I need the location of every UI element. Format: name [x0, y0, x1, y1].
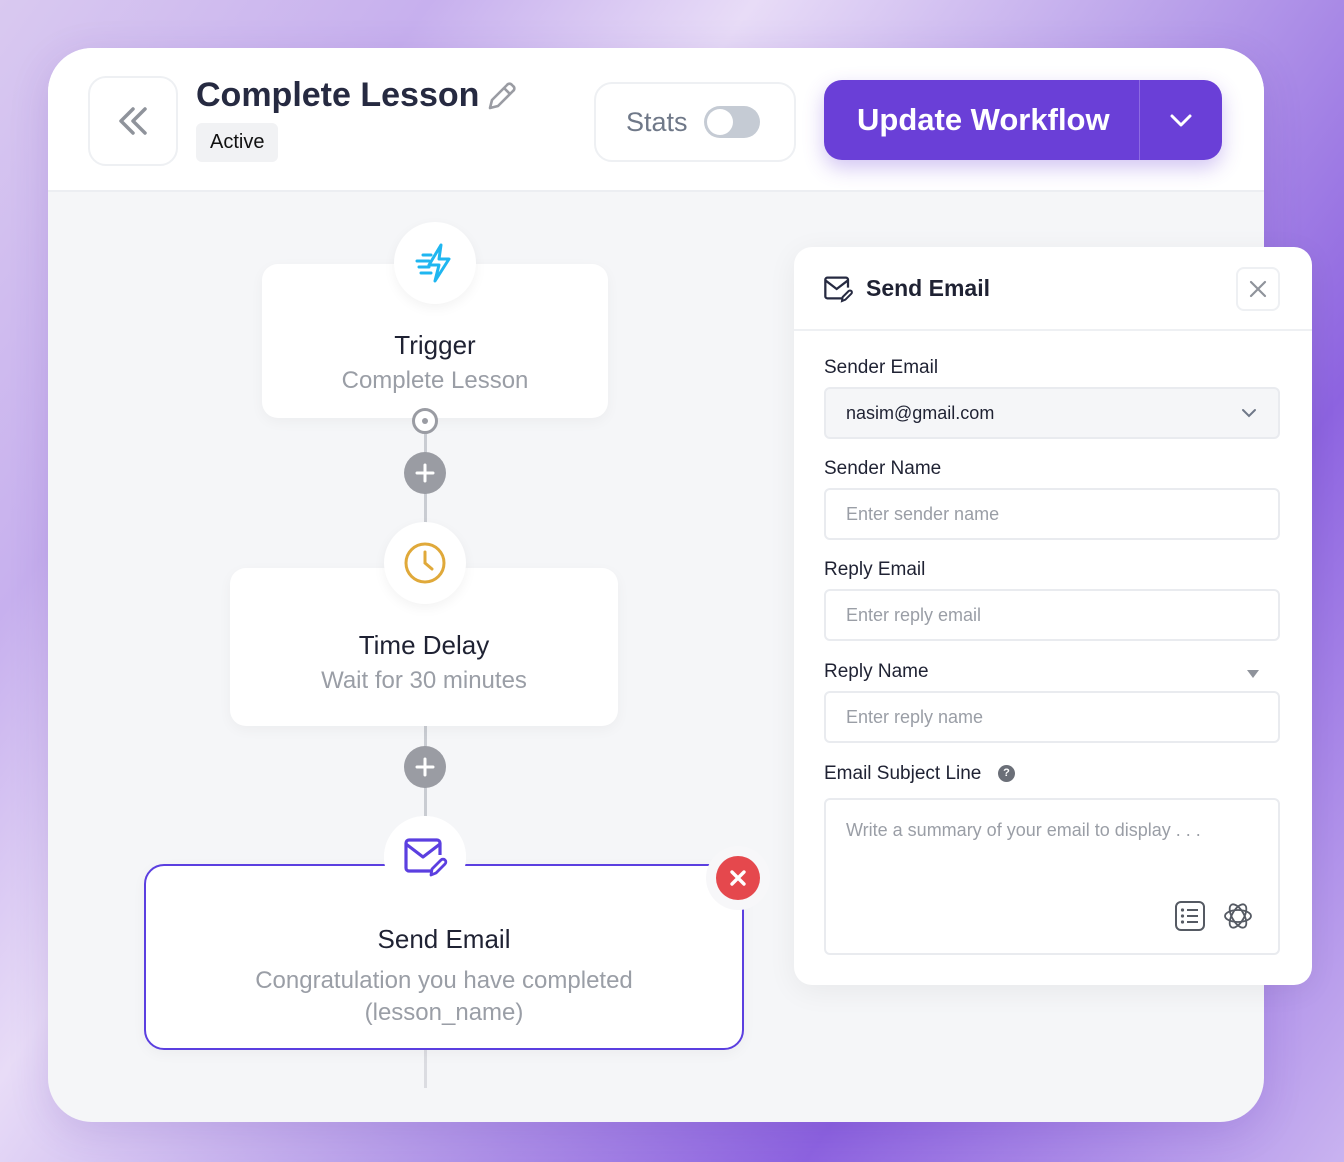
delay-icon-badge — [384, 522, 466, 604]
node-subtitle: (lesson_name) — [364, 999, 524, 1026]
lightning-icon — [415, 243, 451, 283]
list-icon[interactable] — [1174, 900, 1206, 932]
status-badge: Active — [196, 123, 279, 162]
reply-email-label: Reply Email — [824, 559, 926, 580]
reply-email-input[interactable]: Enter reply email — [824, 589, 1280, 641]
toggle-switch[interactable] — [703, 106, 760, 138]
openai-icon[interactable] — [1222, 900, 1254, 932]
caret-down-icon[interactable] — [1246, 669, 1260, 679]
chevron-down-icon — [1170, 114, 1192, 127]
sender-email-label: Sender Email — [824, 357, 939, 378]
clock-icon — [404, 542, 446, 584]
email-icon-badge — [384, 816, 466, 898]
update-workflow-button[interactable]: Update Workflow — [824, 80, 1140, 160]
close-icon — [1249, 280, 1267, 298]
page-title: Complete Lesson — [196, 76, 480, 114]
node-title: Time Delay — [358, 630, 490, 660]
sender-email-select[interactable]: nasim@gmail.com — [824, 387, 1280, 439]
pencil-icon[interactable] — [484, 80, 518, 114]
subject-textarea[interactable]: Write a summary of your email to display… — [824, 798, 1280, 955]
sender-name-input[interactable]: Enter sender name — [824, 488, 1280, 540]
delete-node-button[interactable] — [706, 846, 770, 910]
chevron-down-icon — [1242, 409, 1256, 418]
update-options-dropdown[interactable] — [1140, 80, 1222, 160]
panel-title: Send Email — [866, 275, 990, 301]
header: Complete Lesson Active Stats Update Work… — [48, 48, 1264, 192]
add-step-button[interactable] — [404, 452, 446, 494]
mail-edit-icon — [404, 838, 448, 877]
node-subtitle: Wait for 30 minutes — [321, 667, 527, 694]
trigger-icon-badge — [394, 222, 476, 304]
update-workflow-button-group: Update Workflow — [824, 80, 1222, 160]
plus-icon — [415, 757, 435, 777]
node-title: Trigger — [394, 330, 476, 360]
mail-edit-icon — [824, 276, 853, 303]
reply-name-input[interactable]: Enter reply name — [824, 691, 1280, 743]
output-port[interactable] — [412, 408, 438, 434]
node-subtitle: Congratulation you have completed — [255, 967, 633, 994]
subject-label: Email Subject Line — [824, 763, 982, 784]
node-title: Send Email — [377, 924, 511, 954]
connector — [424, 724, 427, 854]
send-email-node[interactable]: Send Email Congratulation you have compl… — [144, 864, 744, 1050]
stats-toggle[interactable]: Stats — [594, 82, 796, 162]
double-chevron-left-icon — [119, 107, 147, 135]
send-email-panel: Send Email Sender Email nasim@gmail.com … — [794, 247, 1312, 985]
sender-name-label: Sender Name — [824, 458, 942, 479]
node-subtitle: Complete Lesson — [341, 367, 529, 394]
help-icon[interactable]: ? — [998, 765, 1015, 782]
close-panel-button[interactable] — [1236, 267, 1280, 311]
stats-label: Stats — [626, 106, 688, 137]
add-step-button[interactable] — [404, 746, 446, 788]
back-button[interactable] — [88, 76, 178, 166]
sender-email-value: nasim@gmail.com — [846, 402, 995, 423]
plus-icon — [415, 463, 435, 483]
panel-header: Send Email — [794, 247, 1312, 331]
subject-placeholder: Write a summary of your email to display… — [846, 820, 1201, 840]
close-icon — [730, 870, 746, 886]
reply-name-label: Reply Name — [824, 661, 929, 682]
connector — [424, 1048, 427, 1088]
